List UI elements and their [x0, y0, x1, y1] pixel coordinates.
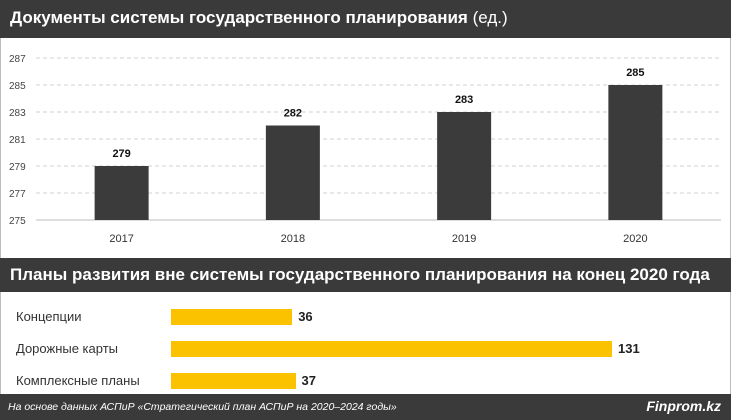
category-label: Комплексные планы [16, 373, 140, 388]
chart-title: Документы системы государственного плани… [10, 8, 508, 28]
bar-value-label: 131 [618, 341, 640, 356]
x-tick-label: 2017 [109, 233, 133, 245]
column-bar [608, 85, 663, 220]
bar-row: Концепции 36 [1, 304, 731, 334]
horizontal-bar [171, 373, 296, 389]
x-tick-label: 2020 [623, 233, 647, 245]
y-tick-label: 287 [9, 54, 26, 65]
bar-value-label: 37 [301, 373, 317, 388]
footer-bar: На основе данных АСПиР «Стратегический п… [0, 394, 731, 420]
bar-value-label: 36 [298, 309, 313, 324]
column-bar [437, 112, 492, 220]
brand-logo: Finprom.kz [646, 398, 721, 414]
horizontal-bar [171, 309, 293, 325]
bar-row: Дорожные карты 131 [1, 336, 731, 366]
y-tick-label: 283 [9, 108, 26, 119]
x-tick-label: 2018 [281, 233, 305, 245]
data-label: 285 [626, 67, 644, 79]
data-label: 279 [112, 148, 130, 160]
section-title: Планы развития вне системы государственн… [10, 265, 710, 284]
y-tick-label: 279 [9, 162, 26, 173]
y-tick-label: 285 [9, 81, 26, 92]
horizontal-bar [171, 341, 612, 357]
column-bar [265, 125, 320, 220]
column-chart-svg: 275 277 279 281 283 285 287 279 2017 282 2018 283 20… [9, 54, 721, 245]
category-label: Концепции [16, 309, 82, 324]
y-tick-label: 281 [9, 135, 26, 146]
data-label: 283 [455, 94, 473, 106]
x-tick-label: 2019 [452, 233, 476, 245]
data-label: 282 [284, 108, 302, 120]
chart-title-unit: (ед.) [472, 8, 508, 27]
chart-title-text: Документы системы государственного плани… [10, 8, 468, 27]
y-tick-label: 275 [9, 216, 26, 227]
y-tick-label: 277 [9, 189, 26, 200]
bar-row: Комплексные планы 37 [1, 368, 731, 398]
column-bar [94, 166, 149, 220]
category-label: Дорожные карты [16, 341, 119, 356]
section-title-bar: Планы развития вне системы государственн… [0, 258, 731, 292]
chart-title-bar: Документы системы государственного плани… [0, 0, 731, 38]
horizontal-bar-chart: Концепции 36 Дорожные карты 131 Комплексные … [0, 292, 731, 394]
source-note: На основе данных АСПиР «Стратегический п… [8, 401, 397, 413]
column-chart: 275 277 279 281 283 285 287 279 2017 282 2018 283 20… [0, 38, 731, 258]
